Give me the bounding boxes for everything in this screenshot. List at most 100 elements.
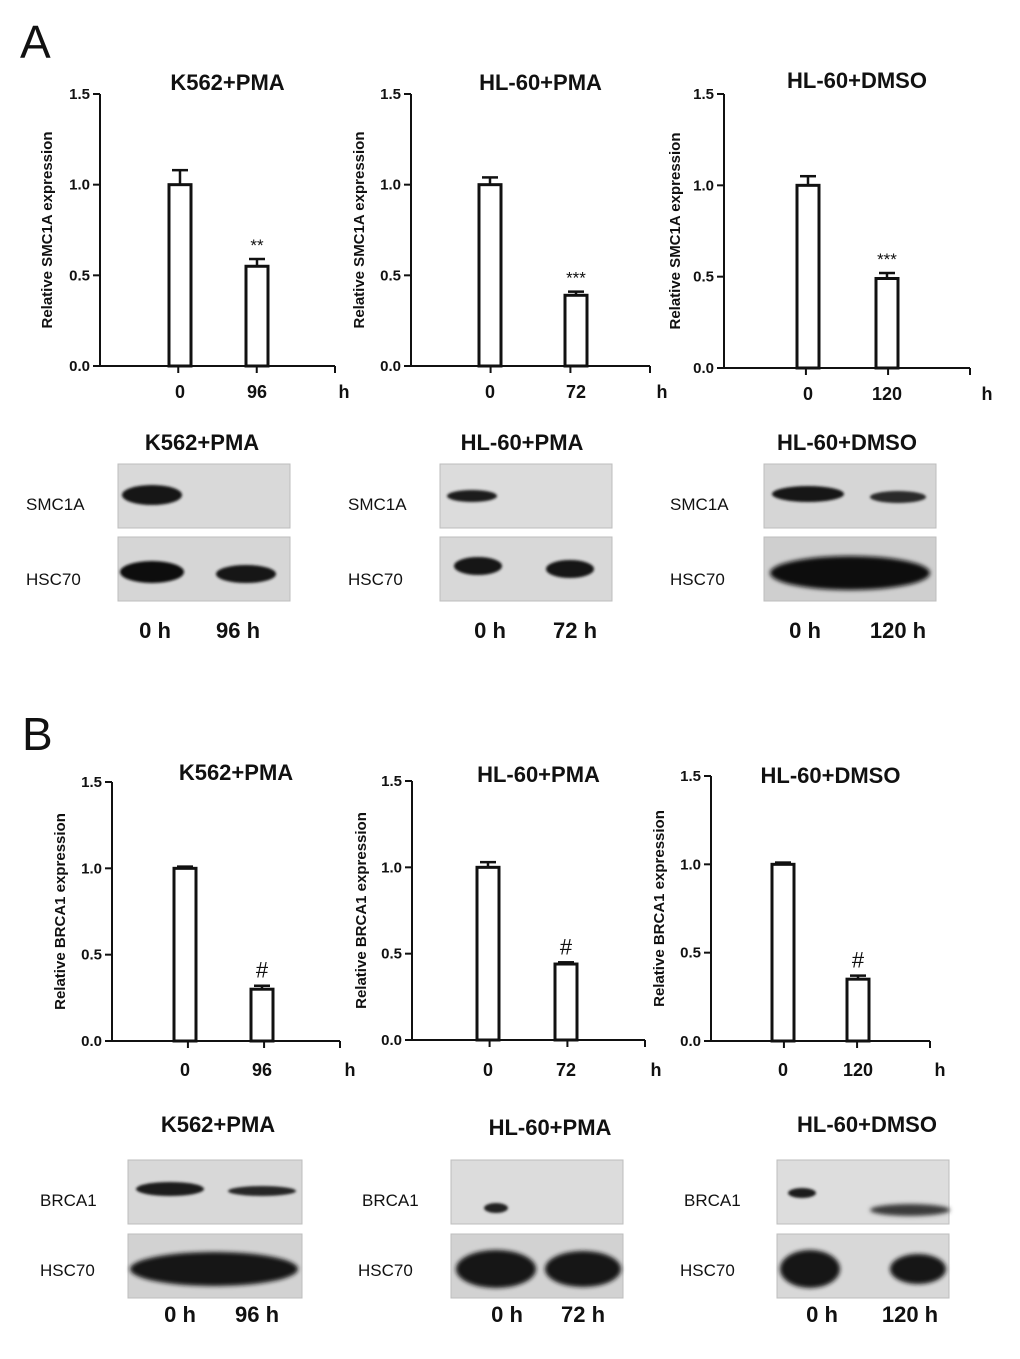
blot-band <box>454 557 502 575</box>
blot-group-b3: HL-60+DMSO BRCA1 HSC70 0 h 120 h <box>680 1112 950 1327</box>
y-tick-label: 1.0 <box>69 177 90 194</box>
blot-band <box>770 556 930 590</box>
x-tick-label: 120 <box>843 1060 873 1080</box>
lane-label: 0 h <box>474 618 506 643</box>
y-tick-label: 1.0 <box>693 177 714 194</box>
bar <box>845 977 871 1043</box>
x-tick-label: 120 <box>872 384 902 404</box>
y-axis-label: Relative SMC1A expression <box>351 131 368 328</box>
lane-label: 0 h <box>139 618 171 643</box>
x-axis-unit-label: h <box>935 1060 946 1080</box>
lane-label: 96 h <box>216 618 260 643</box>
x-tick-label: 72 <box>556 1060 576 1080</box>
blot-title: HL-60+PMA <box>461 430 584 455</box>
blot-membrane <box>450 1159 624 1225</box>
blot-row-label: HSC70 <box>680 1261 735 1280</box>
blot-title: K562+PMA <box>161 1112 275 1137</box>
blot-row-label: BRCA1 <box>684 1191 741 1210</box>
y-axis-label: Relative SMC1A expression <box>667 132 684 329</box>
bar <box>249 987 275 1043</box>
y-tick-label: 0.5 <box>81 947 102 964</box>
blot-group-a2: HL-60+PMA SMC1A HSC70 0 h 72 h <box>348 430 613 643</box>
bar <box>244 264 270 368</box>
blot-band <box>136 1182 204 1196</box>
significance-marker: ** <box>250 236 264 255</box>
bar-chart: HL-60+PMA 0.0 0.5 1.0 1.5 Relative BRCA1 expr… <box>353 762 662 1080</box>
blot-band <box>228 1186 296 1196</box>
blot-band <box>130 1252 298 1286</box>
x-axis-unit-label: h <box>345 1060 356 1080</box>
x-tick-label: 72 <box>566 382 586 402</box>
bar <box>795 183 821 370</box>
x-axis-unit-label: h <box>982 384 993 404</box>
blot-row-label: BRCA1 <box>362 1191 419 1210</box>
blot-band <box>546 560 594 578</box>
blot-band <box>456 1250 536 1288</box>
x-tick-label: 0 <box>778 1060 788 1080</box>
bar <box>167 183 193 368</box>
bar-chart: HL-60+DMSO 0.0 0.5 1.0 1.5 Relative BRCA1 exp… <box>651 763 946 1080</box>
y-tick-label: 1.5 <box>693 86 714 103</box>
y-tick-label: 0.0 <box>69 358 90 375</box>
x-axis-unit-label: h <box>339 382 350 402</box>
blot-group-a3: HL-60+DMSO SMC1A HSC70 0 h 120 h <box>670 430 937 643</box>
bar <box>475 865 501 1042</box>
y-tick-label: 1.5 <box>680 768 701 785</box>
blot-title: HL-60+DMSO <box>777 430 917 455</box>
blot-band <box>484 1203 508 1213</box>
x-axis-unit-label: h <box>657 382 668 402</box>
panel-letter-a: A <box>20 16 51 68</box>
x-tick-label: 96 <box>252 1060 272 1080</box>
blot-row-label: HSC70 <box>348 570 403 589</box>
bar <box>770 862 796 1043</box>
blot-band <box>788 1188 816 1198</box>
bar-chart: K562+PMA 0.0 0.5 1.0 1.5 Relative SMC1A expre… <box>39 70 350 402</box>
blot-band <box>216 565 276 583</box>
bar <box>874 276 900 370</box>
y-tick-label: 0.0 <box>381 1032 402 1049</box>
panel-letter-b: B <box>22 708 53 760</box>
y-tick-label: 0.0 <box>380 358 401 375</box>
y-tick-label: 0.0 <box>693 360 714 377</box>
y-tick-label: 0.0 <box>680 1033 701 1050</box>
blot-band <box>122 485 182 505</box>
y-tick-label: 1.0 <box>381 859 402 876</box>
bar <box>563 293 589 368</box>
lane-label: 120 h <box>870 618 926 643</box>
blot-row-label: HSC70 <box>26 570 81 589</box>
significance-marker: *** <box>566 269 586 288</box>
y-tick-label: 0.5 <box>69 267 90 284</box>
x-axis-unit-label: h <box>651 1060 662 1080</box>
blot-row-label: HSC70 <box>670 570 725 589</box>
y-tick-label: 1.5 <box>380 86 401 103</box>
y-axis-label: Relative BRCA1 expression <box>651 810 668 1007</box>
x-tick-label: 0 <box>483 1060 493 1080</box>
x-tick-label: 0 <box>175 382 185 402</box>
bar <box>553 962 579 1042</box>
lane-label: 0 h <box>789 618 821 643</box>
y-tick-label: 1.5 <box>81 774 102 791</box>
blot-row-label: HSC70 <box>40 1261 95 1280</box>
x-tick-label: 0 <box>180 1060 190 1080</box>
blot-group-b2: HL-60+PMA BRCA1 HSC70 0 h 72 h <box>358 1115 624 1327</box>
lane-label: 96 h <box>235 1302 279 1327</box>
blot-band <box>780 1250 840 1288</box>
blot-title: K562+PMA <box>145 430 259 455</box>
blot-row-label: SMC1A <box>348 495 407 514</box>
lane-label: 0 h <box>164 1302 196 1327</box>
chart-title: HL-60+DMSO <box>787 68 927 93</box>
lane-label: 0 h <box>491 1302 523 1327</box>
lane-label: 120 h <box>882 1302 938 1327</box>
y-tick-label: 0.5 <box>380 267 401 284</box>
significance-marker: # <box>852 948 865 973</box>
y-tick-label: 0.5 <box>381 946 402 963</box>
lane-label: 0 h <box>806 1302 838 1327</box>
blot-title: HL-60+PMA <box>489 1115 612 1140</box>
blot-band <box>447 490 497 502</box>
x-tick-label: 96 <box>247 382 267 402</box>
y-axis-label: Relative BRCA1 expression <box>52 813 69 1010</box>
blot-group-a1: K562+PMA SMC1A HSC70 0 h 96 h <box>26 430 291 643</box>
y-tick-label: 1.0 <box>680 856 701 873</box>
y-tick-label: 0.5 <box>693 269 714 286</box>
